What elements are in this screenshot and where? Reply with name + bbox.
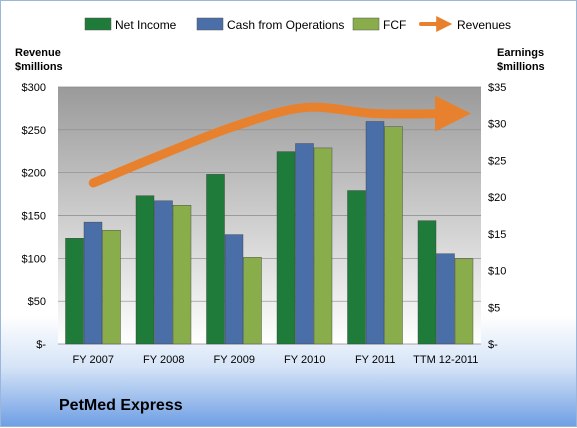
bar-net-income xyxy=(277,152,295,344)
bar-cash-from-operations xyxy=(225,235,243,344)
legend-label-fcf: FCF xyxy=(383,18,406,32)
bar-cash-from-operations xyxy=(366,122,384,344)
bar-cash-from-operations xyxy=(296,144,314,344)
category-label: FY 2010 xyxy=(284,354,325,366)
left-axis-title-line1: Revenue xyxy=(15,47,61,59)
bar-net-income xyxy=(136,196,154,344)
category-label: FY 2011 xyxy=(355,354,396,366)
bar-fcf xyxy=(455,259,473,344)
right-tick-label: $15 xyxy=(488,229,506,241)
bar-fcf xyxy=(244,257,262,344)
right-tick-label: $35 xyxy=(488,82,506,94)
right-tick-label: $20 xyxy=(488,192,506,204)
bar-fcf xyxy=(173,205,191,344)
left-tick-label: $300 xyxy=(22,82,46,94)
left-tick-label: $100 xyxy=(22,253,46,265)
right-axis-title-line1: Earnings xyxy=(497,47,544,59)
left-tick-label: $- xyxy=(36,339,46,351)
legend-swatch-fcf xyxy=(353,18,379,30)
bar-cash-from-operations xyxy=(84,222,102,344)
legend-swatch-net-income xyxy=(85,18,111,30)
bar-net-income xyxy=(66,238,84,344)
left-axis-ticks: $- $50 $100 $150 $200 $250 $300 xyxy=(22,82,47,351)
legend-label-cash-ops: Cash from Operations xyxy=(227,18,344,32)
left-axis-title-line2: $millions xyxy=(15,61,63,73)
right-tick-label: $5 xyxy=(488,302,500,314)
left-tick-label: $250 xyxy=(22,125,46,137)
bar-fcf xyxy=(385,127,403,344)
category-label: FY 2009 xyxy=(214,354,255,366)
bar-cash-from-operations xyxy=(155,201,173,344)
bar-net-income xyxy=(207,174,225,344)
left-tick-label: $50 xyxy=(28,296,46,308)
category-label: FY 2007 xyxy=(73,354,114,366)
left-tick-label: $150 xyxy=(22,211,46,223)
bar-fcf xyxy=(103,230,121,344)
right-tick-label: $25 xyxy=(488,155,506,167)
right-axis-title-line2: $millions xyxy=(497,61,545,73)
legend: Net Income Cash from Operations FCF Reve… xyxy=(85,18,511,32)
company-name: PetMed Express xyxy=(59,397,183,415)
category-label: FY 2008 xyxy=(143,354,184,366)
right-tick-label: $- xyxy=(488,339,498,351)
category-labels: FY 2007 FY 2008 FY 2009 FY 2010 FY 2011 TTM 1… xyxy=(73,354,479,366)
legend-label-net-income: Net Income xyxy=(115,18,177,32)
right-tick-label: $30 xyxy=(488,119,506,131)
bar-cash-from-operations xyxy=(437,254,455,344)
bar-net-income xyxy=(348,191,366,344)
legend-label-revenues: Revenues xyxy=(457,18,511,32)
category-label: TTM 12-2011 xyxy=(413,354,478,366)
bar-fcf xyxy=(314,148,332,344)
bar-net-income xyxy=(418,221,436,344)
legend-swatch-cash-ops xyxy=(197,18,223,30)
right-tick-label: $10 xyxy=(488,266,506,278)
left-tick-label: $200 xyxy=(22,168,46,180)
right-axis-ticks: $- $5 $10 $15 $20 $25 $30 $35 xyxy=(488,82,506,351)
